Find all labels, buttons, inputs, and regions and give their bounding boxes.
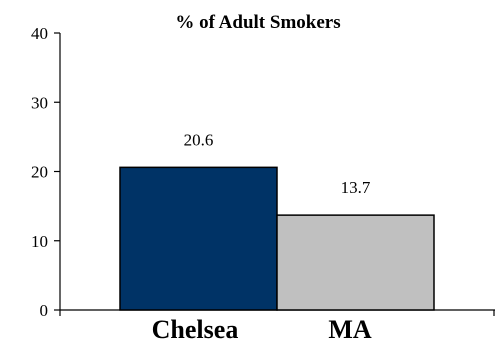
y-tick-label: 0 [40, 301, 49, 320]
category-label-ma: MA [328, 315, 372, 344]
y-tick-label: 10 [31, 232, 48, 251]
category-label-chelsea: Chelsea [152, 315, 239, 344]
bar-chelsea [119, 166, 278, 311]
chart-labels: 0 10 20 30 40 20.6 Chelsea 13.7 MA [31, 24, 372, 344]
y-tick-label: 30 [31, 93, 48, 112]
y-tick-label: 20 [31, 163, 48, 182]
chart-bars [119, 166, 435, 311]
chart-title: % of Adult Smokers [175, 12, 340, 33]
bar-ma [276, 214, 435, 311]
y-tick-label: 40 [31, 24, 48, 43]
data-label-ma: 13.7 [341, 178, 371, 197]
data-label-chelsea: 20.6 [184, 130, 214, 149]
